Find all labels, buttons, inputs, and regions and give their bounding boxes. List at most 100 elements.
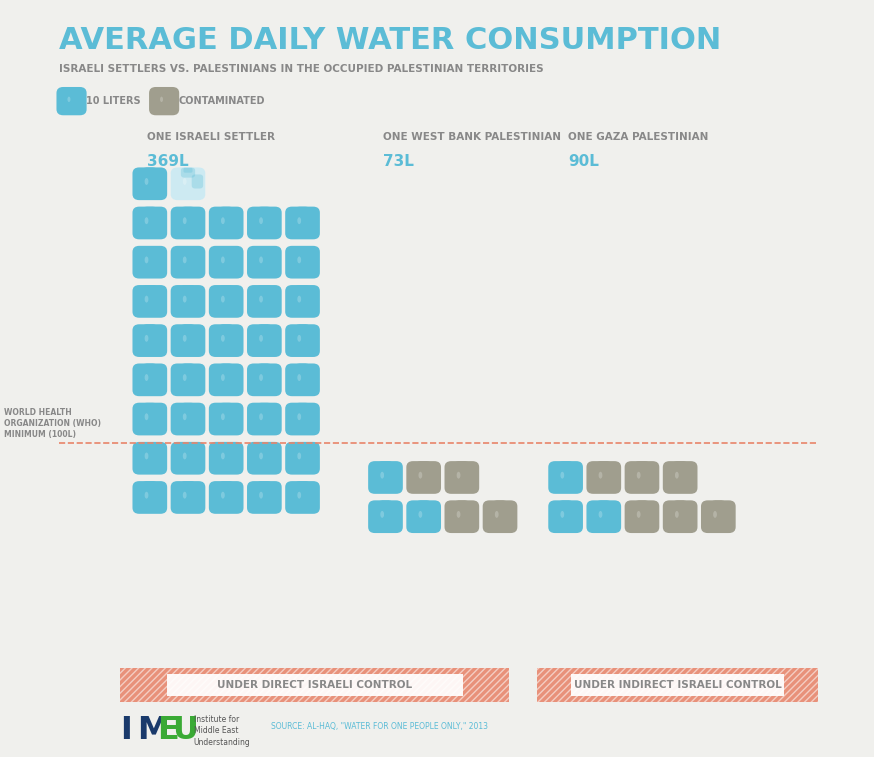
FancyBboxPatch shape [145, 167, 155, 173]
Ellipse shape [183, 178, 186, 185]
FancyBboxPatch shape [637, 461, 647, 466]
FancyBboxPatch shape [154, 292, 165, 306]
FancyBboxPatch shape [306, 488, 317, 502]
FancyBboxPatch shape [66, 88, 78, 97]
FancyBboxPatch shape [295, 403, 309, 413]
FancyBboxPatch shape [268, 332, 280, 345]
FancyBboxPatch shape [219, 207, 233, 217]
FancyBboxPatch shape [142, 325, 157, 335]
FancyBboxPatch shape [714, 500, 723, 506]
Ellipse shape [599, 511, 602, 518]
FancyBboxPatch shape [268, 488, 280, 502]
FancyBboxPatch shape [285, 324, 320, 357]
Ellipse shape [675, 472, 679, 478]
FancyBboxPatch shape [170, 167, 205, 200]
FancyBboxPatch shape [166, 93, 177, 105]
Ellipse shape [183, 296, 186, 303]
FancyBboxPatch shape [298, 363, 307, 369]
FancyBboxPatch shape [181, 246, 195, 256]
FancyBboxPatch shape [209, 481, 244, 514]
FancyBboxPatch shape [181, 167, 195, 178]
FancyBboxPatch shape [306, 332, 317, 345]
FancyBboxPatch shape [295, 207, 309, 217]
FancyBboxPatch shape [230, 253, 241, 267]
FancyBboxPatch shape [170, 246, 205, 279]
FancyBboxPatch shape [222, 442, 231, 447]
FancyBboxPatch shape [158, 88, 170, 97]
FancyBboxPatch shape [170, 481, 205, 514]
FancyBboxPatch shape [230, 449, 241, 463]
FancyBboxPatch shape [219, 325, 233, 335]
Ellipse shape [144, 374, 149, 381]
FancyBboxPatch shape [457, 461, 467, 466]
FancyBboxPatch shape [625, 461, 659, 494]
FancyBboxPatch shape [701, 500, 736, 533]
Ellipse shape [297, 374, 302, 381]
FancyBboxPatch shape [257, 403, 272, 413]
FancyBboxPatch shape [722, 507, 733, 522]
FancyBboxPatch shape [222, 325, 231, 329]
Text: ISRAELI SETTLERS VS. PALESTINIANS IN THE OCCUPIED PALESTINIAN TERRITORIES: ISRAELI SETTLERS VS. PALESTINIANS IN THE… [59, 64, 544, 74]
FancyBboxPatch shape [268, 410, 280, 424]
FancyBboxPatch shape [230, 410, 241, 424]
FancyBboxPatch shape [209, 403, 244, 435]
FancyBboxPatch shape [191, 332, 203, 345]
FancyBboxPatch shape [247, 403, 281, 435]
FancyBboxPatch shape [170, 207, 205, 239]
Ellipse shape [297, 217, 302, 224]
FancyBboxPatch shape [191, 449, 203, 463]
FancyBboxPatch shape [285, 363, 320, 396]
FancyBboxPatch shape [295, 325, 309, 335]
Ellipse shape [144, 413, 149, 420]
Text: ONE GAZA PALESTINIAN: ONE GAZA PALESTINIAN [568, 132, 709, 142]
Ellipse shape [297, 335, 302, 341]
FancyBboxPatch shape [285, 207, 320, 239]
Ellipse shape [260, 335, 263, 341]
FancyBboxPatch shape [676, 461, 684, 466]
FancyBboxPatch shape [154, 488, 165, 502]
FancyBboxPatch shape [73, 93, 84, 105]
FancyBboxPatch shape [548, 461, 583, 494]
FancyBboxPatch shape [230, 292, 241, 306]
Ellipse shape [144, 178, 149, 185]
Ellipse shape [183, 453, 186, 459]
Ellipse shape [297, 296, 302, 303]
FancyBboxPatch shape [154, 370, 165, 385]
Ellipse shape [221, 296, 225, 303]
FancyBboxPatch shape [209, 324, 244, 357]
Text: UNDER DIRECT ISRAELI CONTROL: UNDER DIRECT ISRAELI CONTROL [218, 680, 413, 690]
FancyBboxPatch shape [268, 292, 280, 306]
Ellipse shape [380, 511, 384, 518]
FancyBboxPatch shape [260, 442, 269, 447]
FancyBboxPatch shape [600, 500, 608, 506]
FancyBboxPatch shape [268, 253, 280, 267]
FancyBboxPatch shape [268, 213, 280, 228]
Text: Institute for
Middle East
Understanding: Institute for Middle East Understanding [193, 715, 250, 747]
FancyBboxPatch shape [133, 207, 167, 239]
FancyBboxPatch shape [219, 403, 233, 413]
FancyBboxPatch shape [711, 500, 725, 510]
FancyBboxPatch shape [260, 481, 269, 487]
FancyBboxPatch shape [285, 285, 320, 318]
FancyBboxPatch shape [184, 167, 192, 173]
FancyBboxPatch shape [133, 324, 167, 357]
FancyBboxPatch shape [454, 461, 469, 472]
Ellipse shape [221, 492, 225, 499]
Ellipse shape [183, 413, 186, 420]
Ellipse shape [67, 97, 71, 102]
FancyBboxPatch shape [389, 507, 400, 522]
FancyBboxPatch shape [170, 285, 205, 318]
FancyBboxPatch shape [133, 167, 167, 200]
Ellipse shape [297, 492, 302, 499]
FancyBboxPatch shape [219, 481, 233, 491]
FancyBboxPatch shape [420, 500, 428, 506]
Text: I: I [121, 715, 132, 746]
FancyBboxPatch shape [230, 213, 241, 228]
FancyBboxPatch shape [142, 481, 157, 491]
FancyBboxPatch shape [133, 285, 167, 318]
Ellipse shape [260, 374, 263, 381]
FancyBboxPatch shape [67, 88, 75, 93]
FancyBboxPatch shape [298, 403, 307, 408]
FancyBboxPatch shape [154, 174, 165, 188]
Ellipse shape [144, 296, 149, 303]
